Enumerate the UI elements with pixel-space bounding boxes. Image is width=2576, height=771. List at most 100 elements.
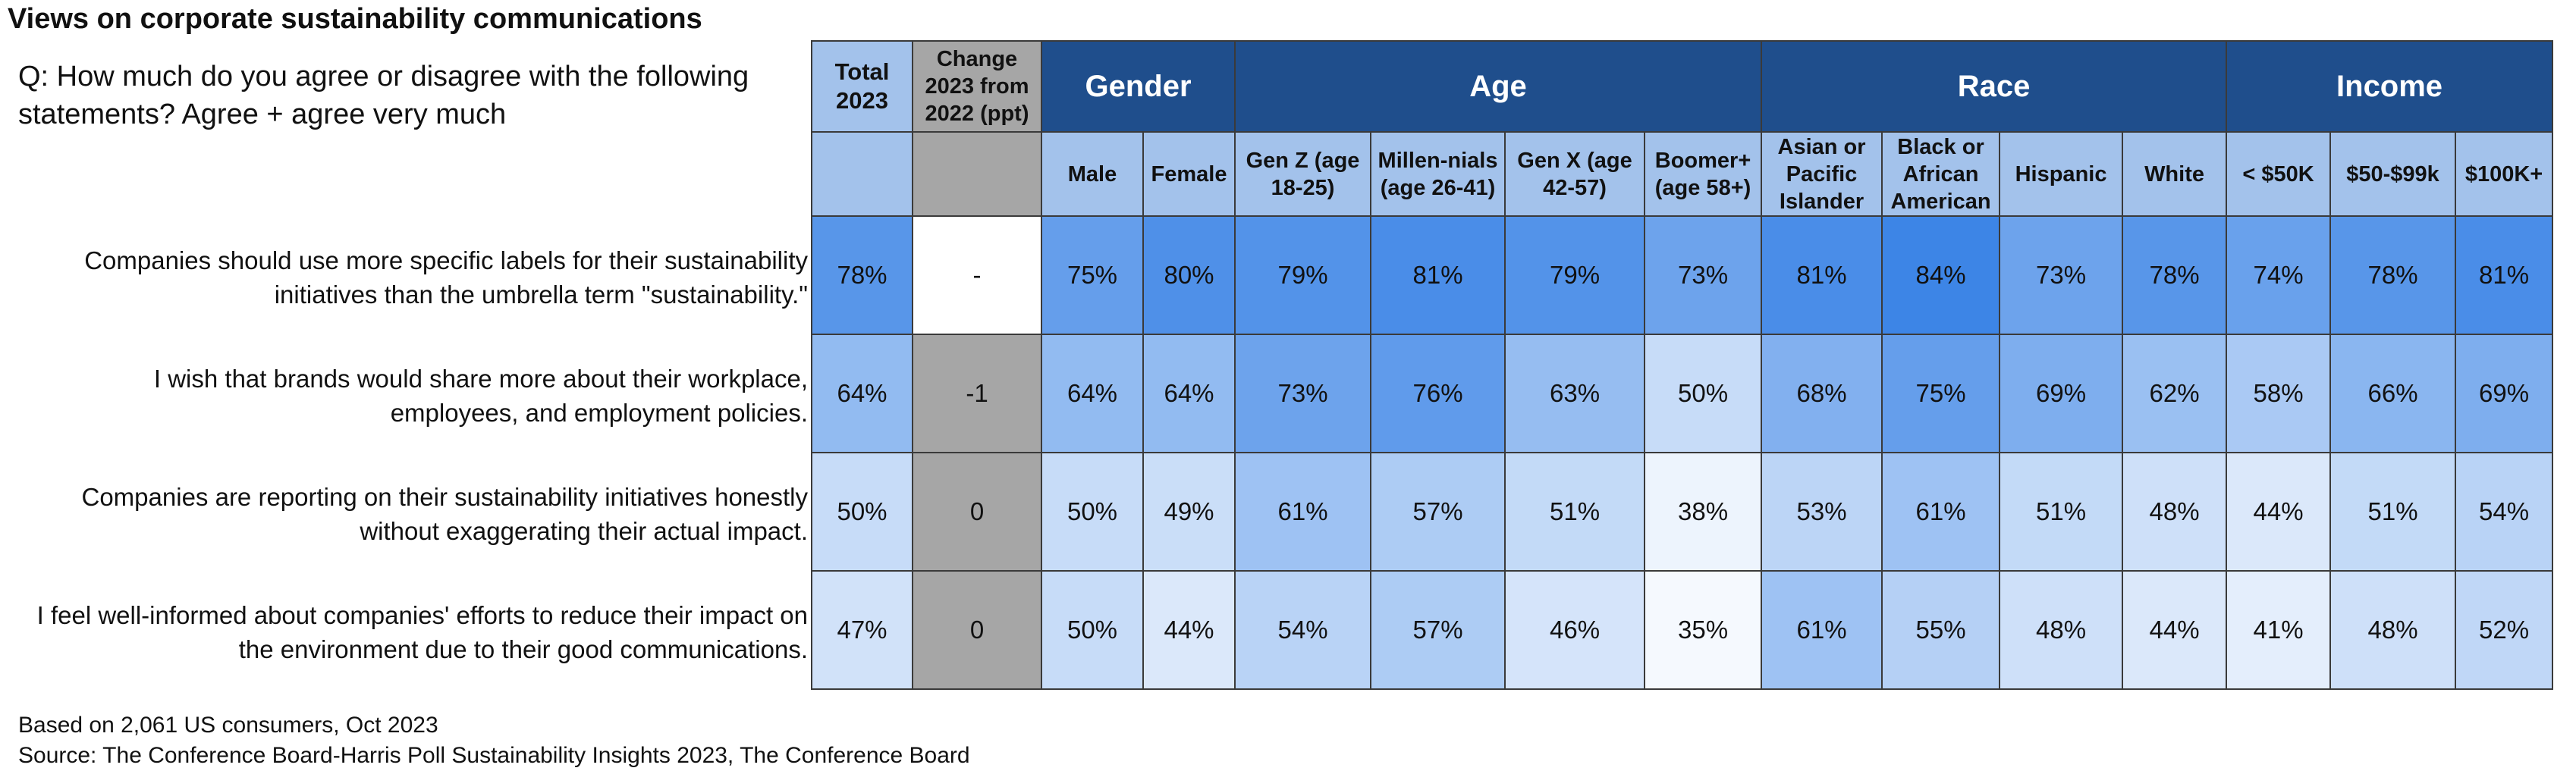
change-cell: 0 [912, 452, 1042, 572]
value-cell: 68% [1761, 334, 1883, 453]
value-cell: 54% [2455, 452, 2554, 572]
total-cell: 78% [811, 215, 913, 335]
group-header-race: Race [1761, 40, 2228, 133]
chart-title: Views on corporate sustainability commun… [8, 3, 702, 35]
row-label-line: Companies are reporting on their sustain… [81, 483, 809, 511]
value-cell: 61% [1761, 570, 1883, 690]
change-header: Change 2023 from 2022 (ppt) [912, 40, 1042, 133]
total-cell: 64% [811, 334, 913, 453]
row-label: Companies should use more specific label… [0, 218, 808, 337]
row-label: Companies are reporting on their sustain… [0, 455, 809, 573]
value-cell: 66% [2329, 334, 2457, 453]
base-note: Based on 2,061 US consumers, Oct 2023 [18, 713, 438, 738]
data-table: Total 2023 Change 2023 from 2022 (ppt) Gen… [811, 40, 2554, 690]
value-cell: 75% [1881, 334, 2001, 453]
value-cell: 84% [1881, 215, 2001, 335]
value-cell: 48% [1999, 570, 2124, 690]
value-cell: 53% [1761, 452, 1883, 572]
value-cell: 81% [2455, 215, 2554, 335]
column-header-millen-nials-age-26-41: Millen-nials (age 26-41) [1370, 131, 1506, 217]
value-cell: 50% [1644, 334, 1763, 453]
value-cell: 73% [1234, 334, 1372, 453]
column-header-hispanic: Hispanic [1999, 131, 2124, 217]
value-cell: 69% [2455, 334, 2554, 453]
table-row: 50% 0 50% 49% 61% 57% 51% 38% 53% 61% 51% 48% 44% 51%… [811, 452, 2554, 572]
value-cell: 44% [1142, 570, 1236, 690]
total-cell: 47% [811, 570, 913, 690]
source-note: Source: The Conference Board-Harris Poll… [18, 743, 970, 768]
column-header-50-99k: $50-$99k [2329, 131, 2457, 217]
group-header-income: Income [2226, 40, 2554, 133]
column-header-male: Male [1041, 131, 1144, 217]
column-header-white: White [2122, 131, 2228, 217]
value-cell: 64% [1142, 334, 1236, 453]
value-cell: 73% [1999, 215, 2124, 335]
column-header-black-or-african-american: Black or African American [1881, 131, 2001, 217]
value-cell: 69% [1999, 334, 2124, 453]
value-cell: 49% [1142, 452, 1236, 572]
value-cell: 81% [1370, 215, 1506, 335]
column-header-50k: < $50K [2226, 131, 2332, 217]
group-header-age: Age [1234, 40, 1763, 133]
column-header-asian-or-pacific-islander: Asian or Pacific Islander [1761, 131, 1883, 217]
value-cell: 46% [1504, 570, 1646, 690]
value-cell: 57% [1370, 570, 1506, 690]
value-cell: 75% [1041, 215, 1144, 335]
total-cell: 50% [811, 452, 913, 572]
row-label-line: I feel well-informed about companies' ef… [36, 601, 808, 629]
value-cell: 54% [1234, 570, 1372, 690]
row-label-line: I wish that brands would share more abou… [153, 365, 808, 393]
value-cell: 73% [1644, 215, 1763, 335]
value-cell: 44% [2122, 570, 2228, 690]
row-label: I wish that brands would share more abou… [0, 337, 808, 455]
row-label-line: initiatives than the umbrella term "sust… [274, 281, 808, 309]
column-header-boomer-age-58: Boomer+ (age 58+) [1644, 131, 1763, 217]
row-label-line: without exaggerating their actual impact… [360, 517, 808, 545]
value-cell: 57% [1370, 452, 1506, 572]
column-header-gen-x-age-42-57: Gen X (age 42-57) [1504, 131, 1646, 217]
row-label: I feel well-informed about companies' ef… [0, 573, 808, 691]
value-cell: 50% [1041, 452, 1144, 572]
value-cell: 38% [1644, 452, 1763, 572]
value-cell: 61% [1234, 452, 1372, 572]
value-cell: 44% [2226, 452, 2332, 572]
value-cell: 62% [2122, 334, 2228, 453]
value-cell: 78% [2122, 215, 2228, 335]
change-cell: - [912, 215, 1042, 335]
column-header-gen-z-age-18-25: Gen Z (age 18-25) [1234, 131, 1372, 217]
table-row: 47% 0 50% 44% 54% 57% 46% 35% 61% 55% 48% 44% 41% 48%… [811, 570, 2554, 690]
value-cell: 58% [2226, 334, 2332, 453]
value-cell: 55% [1881, 570, 2001, 690]
value-cell: 51% [1999, 452, 2124, 572]
question-text: Q: How much do you agree or disagree wit… [18, 61, 749, 130]
table-row: 78% -75% 80% 79% 81% 79% 73% 81% 84% 73% 78% 74% 78%… [811, 215, 2554, 335]
column-header-100k: $100K+ [2455, 131, 2554, 217]
value-cell: 81% [1761, 215, 1883, 335]
value-cell: 63% [1504, 334, 1646, 453]
value-cell: 51% [2329, 452, 2457, 572]
value-cell: 41% [2226, 570, 2332, 690]
value-cell: 78% [2329, 215, 2457, 335]
value-cell: 79% [1504, 215, 1646, 335]
change-subheader-blank [912, 131, 1042, 217]
value-cell: 61% [1881, 452, 2001, 572]
value-cell: 79% [1234, 215, 1372, 335]
value-cell: 48% [2122, 452, 2228, 572]
value-cell: 51% [1504, 452, 1646, 572]
change-cell: -1 [912, 334, 1042, 453]
total-subheader-blank [811, 131, 913, 217]
change-cell: 0 [912, 570, 1042, 690]
row-label-line: Companies should use more specific label… [84, 246, 808, 274]
value-cell: 64% [1041, 334, 1144, 453]
value-cell: 80% [1142, 215, 1236, 335]
value-cell: 48% [2329, 570, 2457, 690]
value-cell: 76% [1370, 334, 1506, 453]
column-header-female: Female [1142, 131, 1236, 217]
total-2023-header: Total 2023 [811, 40, 913, 133]
row-label-line: employees, and employment policies. [390, 399, 808, 427]
row-label-line: the environment due to their good commun… [238, 635, 808, 663]
group-header-gender: Gender [1040, 40, 1236, 133]
value-cell: 35% [1644, 570, 1763, 690]
value-cell: 52% [2455, 570, 2554, 690]
value-cell: 50% [1041, 570, 1144, 690]
